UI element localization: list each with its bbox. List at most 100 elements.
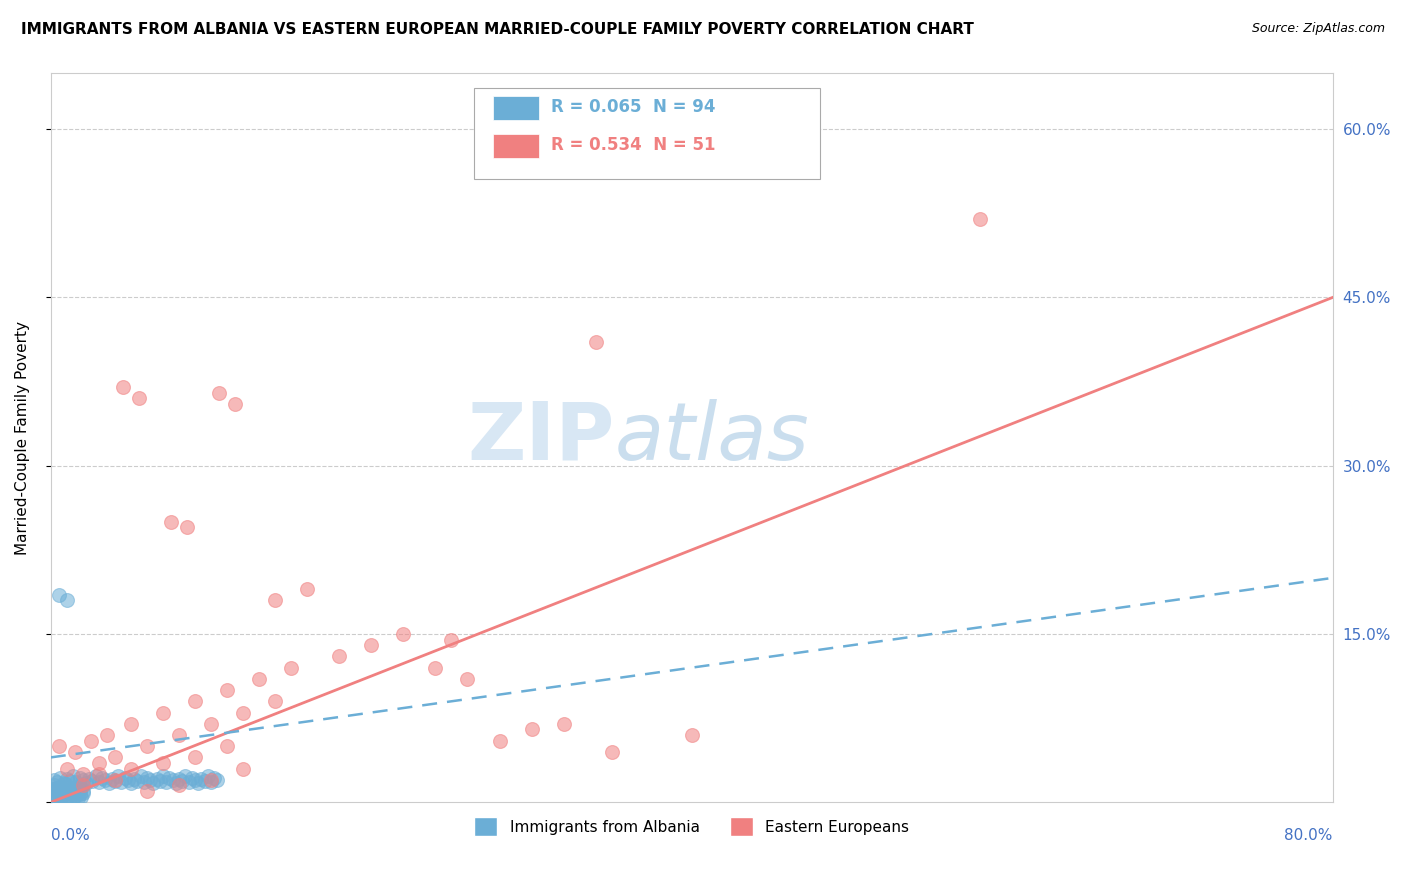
Point bbox=[120, 762, 142, 776]
Point bbox=[104, 750, 127, 764]
Point bbox=[280, 660, 302, 674]
Point bbox=[681, 728, 703, 742]
Point bbox=[176, 520, 198, 534]
Point bbox=[53, 784, 76, 798]
Point bbox=[72, 786, 94, 800]
Point bbox=[48, 786, 70, 800]
Point bbox=[72, 779, 94, 793]
Point bbox=[56, 593, 79, 607]
Point bbox=[157, 771, 180, 785]
Point bbox=[104, 772, 127, 787]
Point bbox=[187, 776, 209, 790]
Point bbox=[165, 776, 187, 790]
Point bbox=[100, 772, 122, 786]
Point bbox=[224, 397, 246, 411]
Point bbox=[184, 694, 207, 708]
Point bbox=[297, 582, 319, 596]
Point bbox=[42, 792, 65, 806]
Point bbox=[200, 772, 222, 787]
Point bbox=[70, 789, 93, 804]
Point bbox=[52, 792, 75, 806]
Point bbox=[52, 776, 75, 790]
FancyBboxPatch shape bbox=[494, 134, 540, 158]
Point bbox=[585, 335, 607, 350]
Point bbox=[48, 739, 70, 754]
Point bbox=[94, 772, 117, 787]
Point bbox=[969, 211, 991, 226]
Point bbox=[49, 780, 72, 794]
Point bbox=[110, 775, 132, 789]
Point bbox=[62, 784, 84, 798]
Point bbox=[69, 783, 91, 797]
Point bbox=[142, 776, 165, 790]
Point bbox=[184, 750, 207, 764]
Point bbox=[128, 392, 150, 406]
Point bbox=[104, 774, 127, 789]
Point bbox=[200, 716, 222, 731]
Point bbox=[155, 775, 177, 789]
Point bbox=[58, 780, 80, 794]
Point bbox=[60, 780, 83, 795]
Point bbox=[136, 771, 159, 785]
Point bbox=[208, 385, 231, 400]
Point bbox=[328, 649, 350, 664]
Point bbox=[46, 780, 69, 795]
Point bbox=[167, 772, 190, 786]
Point bbox=[217, 683, 239, 698]
Point bbox=[217, 739, 239, 754]
Point bbox=[97, 776, 120, 790]
Text: ZIP: ZIP bbox=[468, 399, 614, 476]
Point bbox=[114, 771, 136, 785]
Point bbox=[67, 790, 90, 805]
Point bbox=[56, 783, 79, 797]
Text: 80.0%: 80.0% bbox=[1285, 828, 1333, 843]
Point bbox=[127, 774, 149, 789]
Point bbox=[117, 772, 139, 787]
Point bbox=[247, 672, 270, 686]
Point bbox=[152, 769, 174, 783]
Point bbox=[120, 776, 142, 790]
Point bbox=[72, 767, 94, 781]
Point bbox=[180, 771, 202, 785]
Point bbox=[56, 789, 79, 804]
Point bbox=[72, 784, 94, 798]
Point bbox=[600, 745, 623, 759]
Point bbox=[84, 769, 107, 783]
Point bbox=[264, 593, 287, 607]
Point bbox=[65, 781, 87, 796]
Point bbox=[65, 785, 87, 799]
Point bbox=[456, 672, 478, 686]
Point bbox=[49, 771, 72, 785]
Point bbox=[63, 789, 86, 803]
Point bbox=[59, 785, 82, 799]
Text: R = 0.065  N = 94: R = 0.065 N = 94 bbox=[551, 98, 716, 116]
Point bbox=[80, 733, 103, 747]
Text: 0.0%: 0.0% bbox=[51, 828, 90, 843]
Point bbox=[41, 789, 63, 804]
Point bbox=[87, 767, 110, 781]
FancyBboxPatch shape bbox=[494, 95, 540, 120]
Point bbox=[75, 776, 97, 790]
Point bbox=[46, 775, 69, 789]
Point bbox=[177, 775, 200, 789]
Point bbox=[107, 769, 129, 783]
Point bbox=[87, 775, 110, 789]
Point bbox=[207, 772, 229, 787]
Point bbox=[264, 694, 287, 708]
Point bbox=[45, 788, 67, 802]
Point bbox=[160, 515, 183, 529]
Point bbox=[46, 793, 69, 807]
Point bbox=[194, 774, 217, 789]
Point bbox=[41, 781, 63, 796]
Point bbox=[149, 774, 172, 789]
Point bbox=[91, 771, 114, 785]
Point bbox=[152, 756, 174, 770]
Point bbox=[45, 784, 67, 798]
Point bbox=[392, 627, 415, 641]
Text: R = 0.534  N = 51: R = 0.534 N = 51 bbox=[551, 136, 716, 154]
Point bbox=[87, 756, 110, 770]
Point bbox=[167, 779, 190, 793]
Point bbox=[63, 780, 86, 794]
Point bbox=[82, 774, 104, 789]
Point bbox=[162, 772, 184, 787]
